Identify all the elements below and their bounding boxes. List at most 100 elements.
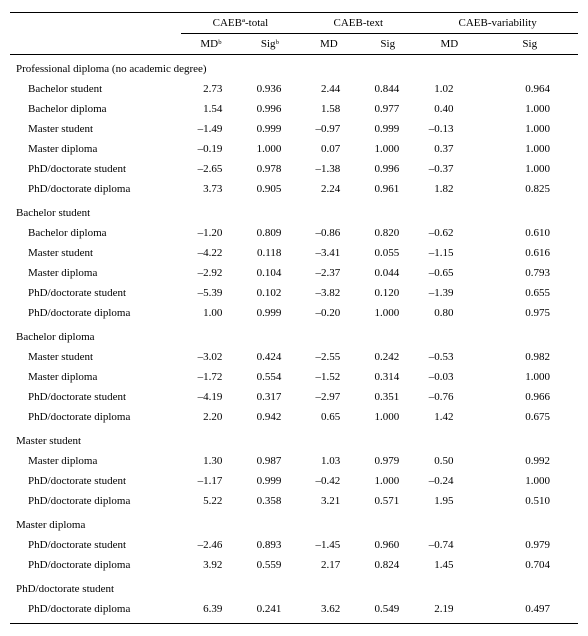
cell-value: 1.000	[358, 303, 417, 323]
cell-value: 0.559	[240, 555, 299, 575]
cell-value: –1.15	[417, 243, 481, 263]
cell-value: 0.497	[482, 599, 578, 624]
cell-value: 0.80	[417, 303, 481, 323]
row-label: PhD/doctorate student	[10, 159, 181, 179]
col-group-text: CAEB-text	[299, 13, 417, 34]
cell-value: 1.45	[417, 555, 481, 575]
cell-value: 0.809	[240, 223, 299, 243]
cell-value: 3.73	[181, 179, 240, 199]
cell-value: 1.000	[482, 367, 578, 387]
cell-value: 0.40	[417, 99, 481, 119]
cell-value: –0.53	[417, 347, 481, 367]
cell-value: 0.118	[240, 243, 299, 263]
cell-value: 0.554	[240, 367, 299, 387]
cell-value: 1.000	[358, 139, 417, 159]
cell-value: –0.74	[417, 535, 481, 555]
cell-value: 3.92	[181, 555, 240, 575]
cell-value: 0.996	[358, 159, 417, 179]
table-row: PhD/doctorate student–1.170.999–0.421.00…	[10, 471, 578, 491]
cell-value: 0.610	[482, 223, 578, 243]
cell-value: 1.000	[482, 139, 578, 159]
cell-value: 0.999	[240, 471, 299, 491]
table-row: PhD/doctorate diploma5.220.3583.210.5711…	[10, 491, 578, 511]
section-title: Master student	[10, 427, 578, 451]
cell-value: –0.13	[417, 119, 481, 139]
table-row: PhD/doctorate student–4.190.317–2.970.35…	[10, 387, 578, 407]
cell-value: 1.02	[417, 79, 481, 99]
col-md-2: MD	[299, 34, 358, 55]
cell-value: –1.17	[181, 471, 240, 491]
table-row: Master student–3.020.424–2.550.242–0.530…	[10, 347, 578, 367]
table-row: PhD/doctorate diploma6.390.2413.620.5492…	[10, 599, 578, 624]
row-label: Master diploma	[10, 139, 181, 159]
row-label: PhD/doctorate student	[10, 471, 181, 491]
cell-value: –2.37	[299, 263, 358, 283]
cell-value: 0.793	[482, 263, 578, 283]
cell-value: 0.961	[358, 179, 417, 199]
cell-value: 1.03	[299, 451, 358, 471]
cell-value: 1.30	[181, 451, 240, 471]
cell-value: –1.72	[181, 367, 240, 387]
cell-value: 6.39	[181, 599, 240, 624]
cell-value: 0.905	[240, 179, 299, 199]
cell-value: –3.41	[299, 243, 358, 263]
cell-value: –4.19	[181, 387, 240, 407]
cell-value: 0.893	[240, 535, 299, 555]
cell-value: 1.42	[417, 407, 481, 427]
section-title: PhD/doctorate student	[10, 575, 578, 599]
cell-value: 0.044	[358, 263, 417, 283]
cell-value: 0.960	[358, 535, 417, 555]
cell-value: 0.820	[358, 223, 417, 243]
table-row: Master diploma–2.920.104–2.370.044–0.650…	[10, 263, 578, 283]
cell-value: 1.95	[417, 491, 481, 511]
cell-value: 0.982	[482, 347, 578, 367]
row-label: PhD/doctorate student	[10, 283, 181, 303]
cell-value: 0.987	[240, 451, 299, 471]
cell-value: 0.07	[299, 139, 358, 159]
cell-value: –2.46	[181, 535, 240, 555]
cell-value: –0.19	[181, 139, 240, 159]
cell-value: 0.992	[482, 451, 578, 471]
row-label: Master student	[10, 243, 181, 263]
cell-value: 2.17	[299, 555, 358, 575]
cell-value: 1.000	[358, 407, 417, 427]
cell-value: 1.000	[482, 471, 578, 491]
row-label: PhD/doctorate student	[10, 387, 181, 407]
section-title: Professional diploma (no academic degree…	[10, 55, 578, 80]
cell-value: –3.02	[181, 347, 240, 367]
cell-value: 0.964	[482, 79, 578, 99]
cell-value: 0.242	[358, 347, 417, 367]
cell-value: –0.65	[417, 263, 481, 283]
cell-value: 0.999	[240, 119, 299, 139]
table-row: Master student–1.490.999–0.970.999–0.131…	[10, 119, 578, 139]
col-md-1: MDᵇ	[181, 34, 240, 55]
cell-value: 0.120	[358, 283, 417, 303]
cell-value: 0.314	[358, 367, 417, 387]
cell-value: 0.978	[240, 159, 299, 179]
section-title: Master diploma	[10, 511, 578, 535]
cell-value: 0.055	[358, 243, 417, 263]
cell-value: 1.00	[181, 303, 240, 323]
cell-value: 0.999	[358, 119, 417, 139]
cell-value: –0.97	[299, 119, 358, 139]
cell-value: 2.73	[181, 79, 240, 99]
cell-value: –1.20	[181, 223, 240, 243]
table-body: Professional diploma (no academic degree…	[10, 55, 578, 624]
table-row: Master diploma–0.191.0000.071.0000.371.0…	[10, 139, 578, 159]
cell-value: 1.000	[482, 119, 578, 139]
row-label: Master diploma	[10, 451, 181, 471]
comparison-table: CAEBª-total CAEB-text CAEB-variability M…	[10, 12, 578, 624]
table-row: PhD/doctorate diploma1.000.999–0.201.000…	[10, 303, 578, 323]
col-md-3: MD	[417, 34, 481, 55]
row-label: Bachelor student	[10, 79, 181, 99]
cell-value: 0.65	[299, 407, 358, 427]
table-row: Bachelor student2.730.9362.440.8441.020.…	[10, 79, 578, 99]
cell-value: 0.655	[482, 283, 578, 303]
cell-value: –2.92	[181, 263, 240, 283]
cell-value: 0.977	[358, 99, 417, 119]
cell-value: 0.424	[240, 347, 299, 367]
cell-value: 0.704	[482, 555, 578, 575]
cell-value: 0.241	[240, 599, 299, 624]
col-group-total: CAEBª-total	[181, 13, 299, 34]
row-label: Master student	[10, 347, 181, 367]
